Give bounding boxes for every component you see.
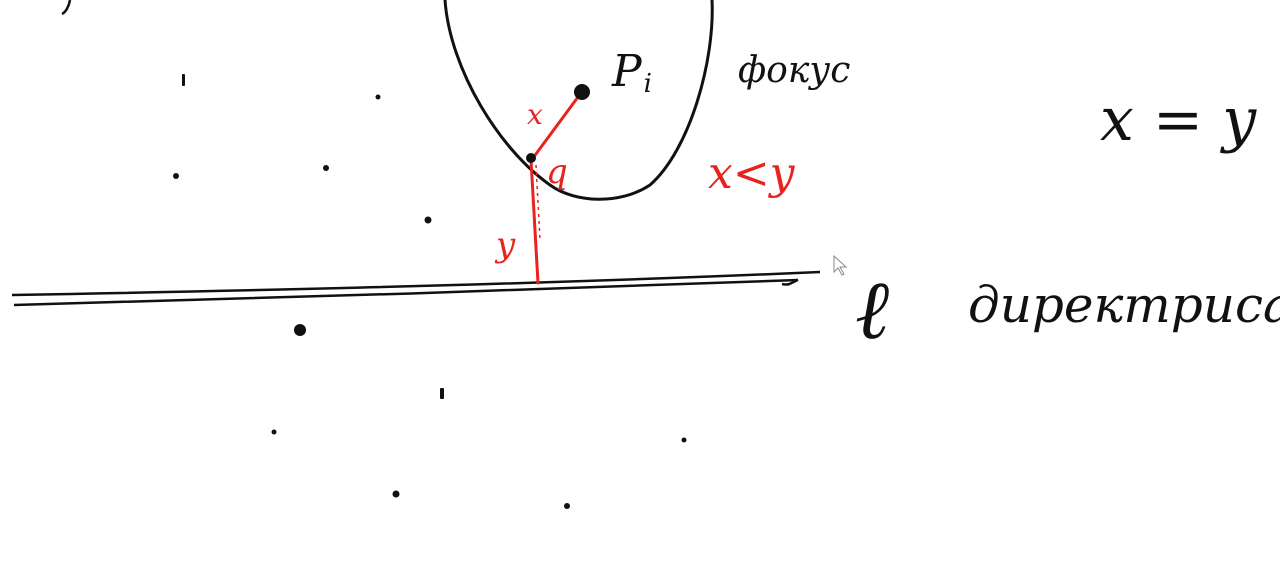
parabola-curve (443, 0, 714, 201)
segment-x (531, 95, 580, 160)
label-equality: x = y (1100, 85, 1257, 155)
scattered-dots (173, 74, 687, 509)
label-line: ℓ (855, 263, 889, 358)
q-point (526, 153, 536, 163)
segment-y (529, 158, 540, 285)
cursor-icon (833, 254, 848, 276)
label-directrix: директриса (968, 276, 1280, 334)
segment-y-dashed (535, 164, 541, 241)
label-y-segment: y (494, 225, 516, 265)
focus-point (574, 84, 590, 100)
label-point-subscript: i (644, 69, 652, 99)
cut-stroke (61, 0, 72, 16)
label-q-point: q (546, 152, 568, 192)
label-point: Pi (611, 46, 652, 99)
directrix-line (11, 270, 821, 307)
label-focus: фокус (738, 50, 850, 91)
label-x-segment: x (527, 98, 543, 131)
label-inequality: x<y (708, 148, 796, 199)
